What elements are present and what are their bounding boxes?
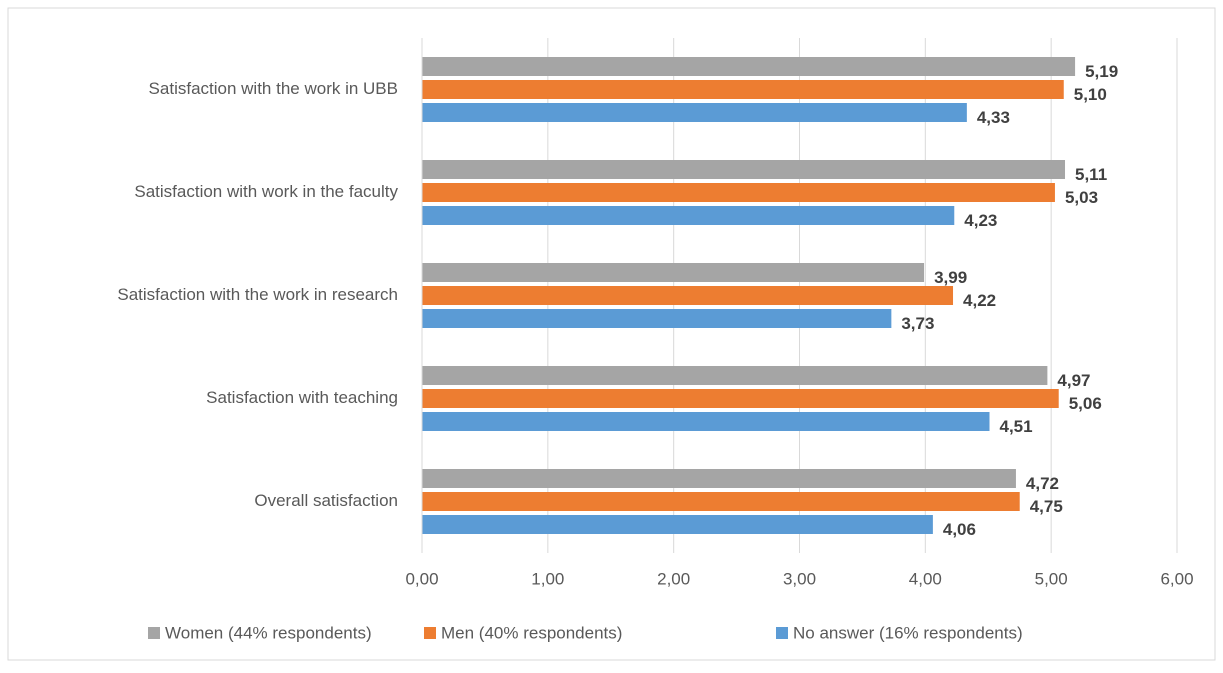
legend-label: Women (44% respondents) xyxy=(165,623,372,642)
bar xyxy=(422,309,892,328)
x-tick-label: 0,00 xyxy=(405,569,438,588)
bar xyxy=(422,389,1059,408)
data-label: 4,72 xyxy=(1026,474,1059,493)
data-label: 4,75 xyxy=(1030,497,1063,516)
legend-swatch xyxy=(424,627,436,639)
y-tick-label: Satisfaction with the work in research xyxy=(117,285,398,304)
data-label: 5,06 xyxy=(1069,394,1102,413)
legend-label: No answer (16% respondents) xyxy=(793,623,1023,642)
bar xyxy=(422,412,990,431)
bar xyxy=(422,366,1048,385)
x-tick-label: 2,00 xyxy=(657,569,690,588)
data-label: 5,11 xyxy=(1075,165,1107,184)
x-tick-label: 3,00 xyxy=(783,569,816,588)
data-label: 4,06 xyxy=(943,520,976,539)
data-label: 4,23 xyxy=(964,211,997,230)
y-tick-label: Satisfaction with teaching xyxy=(206,388,398,407)
data-label: 3,73 xyxy=(901,314,934,333)
bar xyxy=(422,80,1064,99)
x-tick-label: 5,00 xyxy=(1035,569,1068,588)
bar xyxy=(422,492,1020,511)
bar xyxy=(422,286,954,305)
y-tick-label: Satisfaction with work in the faculty xyxy=(134,182,398,201)
data-label: 4,33 xyxy=(977,108,1010,127)
bar xyxy=(422,160,1066,179)
x-tick-label: 6,00 xyxy=(1160,569,1193,588)
data-label: 5,10 xyxy=(1074,85,1107,104)
data-label: 4,97 xyxy=(1057,371,1090,390)
legend-swatch xyxy=(776,627,788,639)
bar xyxy=(422,57,1076,76)
legend-label: Men (40% respondents) xyxy=(441,623,622,642)
bar xyxy=(422,263,925,282)
bar xyxy=(422,515,933,534)
bar xyxy=(422,469,1016,488)
legend-swatch xyxy=(148,627,160,639)
x-tick-label: 1,00 xyxy=(531,569,564,588)
bar xyxy=(422,183,1055,202)
bar xyxy=(422,103,967,122)
data-label: 5,19 xyxy=(1085,62,1118,81)
data-label: 4,51 xyxy=(1000,417,1033,436)
y-tick-label: Satisfaction with the work in UBB xyxy=(149,79,398,98)
data-label: 4,22 xyxy=(963,291,996,310)
data-label: 3,99 xyxy=(934,268,967,287)
x-tick-label: 4,00 xyxy=(909,569,942,588)
bar xyxy=(422,206,955,225)
data-label: 5,03 xyxy=(1065,188,1098,207)
y-tick-label: Overall satisfaction xyxy=(254,491,398,510)
